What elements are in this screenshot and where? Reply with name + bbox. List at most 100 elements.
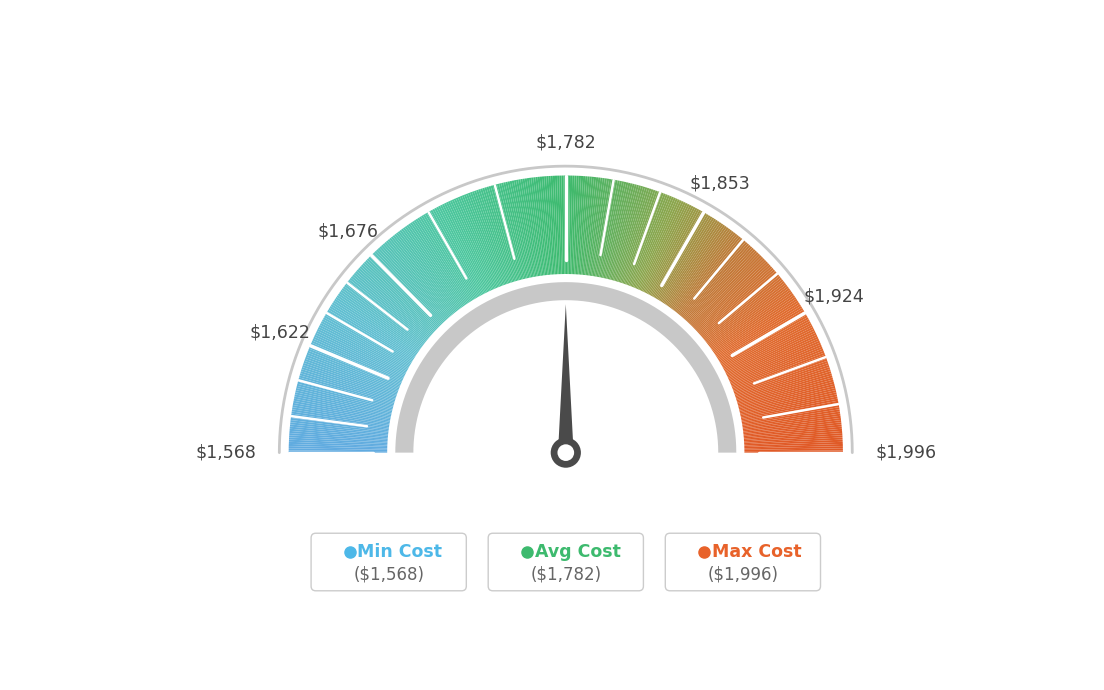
Wedge shape — [721, 318, 811, 368]
Wedge shape — [484, 186, 516, 284]
Wedge shape — [603, 180, 627, 279]
Wedge shape — [290, 407, 391, 425]
Wedge shape — [725, 332, 818, 377]
Wedge shape — [560, 174, 563, 275]
Wedge shape — [742, 422, 843, 435]
Wedge shape — [651, 208, 702, 298]
Wedge shape — [678, 237, 743, 316]
Wedge shape — [606, 181, 630, 280]
Wedge shape — [712, 296, 797, 354]
Wedge shape — [434, 206, 482, 297]
Wedge shape — [372, 251, 444, 326]
Wedge shape — [730, 348, 825, 387]
Wedge shape — [694, 262, 771, 333]
Wedge shape — [741, 407, 841, 425]
Wedge shape — [729, 342, 822, 384]
Wedge shape — [708, 285, 790, 347]
Wedge shape — [295, 388, 394, 413]
Wedge shape — [726, 334, 819, 379]
Wedge shape — [549, 175, 556, 276]
Wedge shape — [335, 296, 420, 354]
Wedge shape — [575, 175, 583, 276]
Wedge shape — [742, 417, 842, 432]
FancyBboxPatch shape — [488, 533, 644, 591]
Wedge shape — [390, 235, 455, 315]
Wedge shape — [401, 227, 461, 310]
Wedge shape — [737, 381, 836, 408]
Wedge shape — [629, 193, 668, 288]
Wedge shape — [296, 384, 394, 410]
Wedge shape — [734, 364, 831, 398]
Wedge shape — [578, 175, 587, 276]
Wedge shape — [573, 174, 578, 276]
Wedge shape — [305, 354, 400, 391]
Wedge shape — [739, 390, 838, 414]
Wedge shape — [505, 180, 529, 279]
Wedge shape — [287, 440, 389, 446]
Wedge shape — [644, 202, 690, 294]
Wedge shape — [426, 210, 478, 299]
Wedge shape — [418, 215, 474, 302]
Wedge shape — [399, 228, 460, 311]
Wedge shape — [577, 175, 585, 276]
Wedge shape — [641, 201, 687, 293]
Wedge shape — [680, 239, 746, 318]
Wedge shape — [495, 183, 522, 282]
Wedge shape — [429, 208, 480, 298]
Wedge shape — [655, 212, 708, 300]
Wedge shape — [361, 262, 437, 333]
Wedge shape — [395, 231, 458, 313]
Wedge shape — [649, 206, 698, 297]
Wedge shape — [501, 181, 526, 280]
Wedge shape — [520, 177, 538, 278]
Wedge shape — [297, 377, 395, 406]
Wedge shape — [714, 299, 800, 357]
Wedge shape — [522, 177, 540, 277]
Wedge shape — [581, 175, 592, 276]
Wedge shape — [736, 377, 835, 406]
Wedge shape — [375, 248, 446, 324]
Wedge shape — [306, 350, 401, 388]
Wedge shape — [461, 193, 500, 288]
Wedge shape — [322, 315, 412, 366]
Wedge shape — [684, 246, 755, 323]
Wedge shape — [743, 442, 845, 447]
Wedge shape — [613, 184, 641, 282]
Text: Min Cost: Min Cost — [358, 543, 443, 561]
Text: ($1,568): ($1,568) — [353, 566, 424, 584]
Wedge shape — [309, 342, 403, 384]
Wedge shape — [443, 201, 489, 293]
Wedge shape — [469, 190, 506, 286]
Wedge shape — [742, 420, 842, 433]
Wedge shape — [626, 190, 662, 286]
Wedge shape — [618, 186, 650, 284]
Wedge shape — [607, 181, 633, 281]
Wedge shape — [287, 451, 389, 453]
Wedge shape — [385, 239, 452, 318]
Text: $1,782: $1,782 — [535, 134, 596, 152]
Wedge shape — [321, 317, 412, 367]
Wedge shape — [686, 248, 756, 324]
Wedge shape — [709, 289, 793, 350]
Wedge shape — [299, 371, 396, 402]
Wedge shape — [424, 212, 477, 300]
Wedge shape — [690, 254, 763, 327]
Wedge shape — [551, 175, 558, 276]
Wedge shape — [538, 175, 549, 277]
Wedge shape — [597, 179, 618, 279]
Wedge shape — [602, 179, 625, 279]
Wedge shape — [542, 175, 552, 276]
Wedge shape — [288, 424, 390, 436]
Wedge shape — [314, 332, 406, 377]
Wedge shape — [302, 358, 400, 394]
Wedge shape — [312, 334, 405, 379]
Wedge shape — [380, 244, 448, 321]
Wedge shape — [410, 221, 467, 306]
Wedge shape — [527, 177, 542, 277]
Wedge shape — [492, 184, 520, 282]
Wedge shape — [646, 204, 694, 295]
Wedge shape — [427, 210, 479, 299]
Wedge shape — [298, 373, 396, 403]
Wedge shape — [693, 259, 767, 331]
Wedge shape — [675, 233, 739, 313]
